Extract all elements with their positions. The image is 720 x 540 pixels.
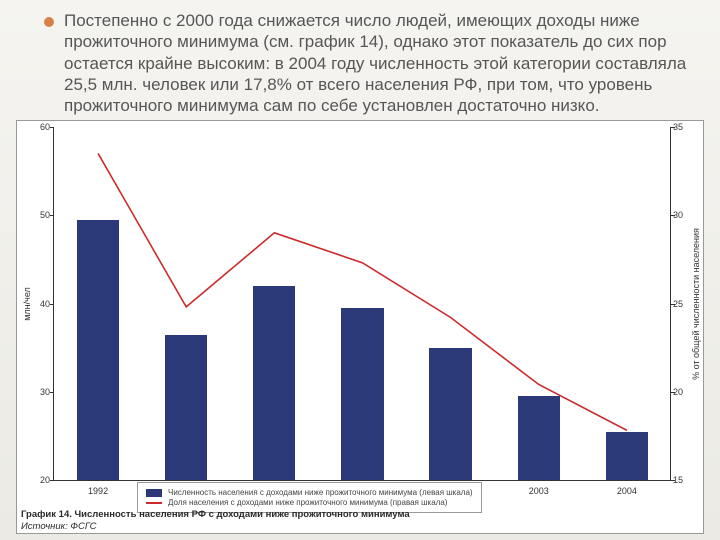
y-right-tick: 30: [673, 210, 691, 220]
y-right-tick: 15: [673, 475, 691, 485]
caption-source: Источник: ФСГС: [21, 521, 410, 533]
legend-line-swatch-icon: [146, 502, 162, 504]
slide: Постепенно с 2000 года снижается число л…: [0, 0, 720, 540]
bullet-dot-icon: [44, 17, 54, 27]
chart-caption: График 14. Численность населения РФ с до…: [19, 505, 412, 535]
y-left-tick: 40: [32, 299, 50, 309]
y-right-tick: 25: [673, 299, 691, 309]
bullet-item: Постепенно с 2000 года снижается число л…: [44, 10, 694, 116]
x-tick-label: 2003: [529, 486, 549, 496]
y-left-tick: 60: [32, 122, 50, 132]
bullet-text: Постепенно с 2000 года снижается число л…: [64, 10, 694, 116]
y-right-tick: 35: [673, 122, 691, 132]
y-left-tick: 30: [32, 387, 50, 397]
bar: [429, 348, 471, 480]
legend-bar-label: Численность населения с доходами ниже пр…: [168, 488, 473, 497]
bar: [77, 220, 119, 480]
bar: [606, 432, 648, 481]
y-right-tick: 20: [673, 387, 691, 397]
x-tick-label: 1992: [88, 486, 108, 496]
bar: [341, 308, 383, 480]
caption-title: График 14. Численность населения РФ с до…: [21, 509, 410, 521]
x-tick-label: 2004: [617, 486, 637, 496]
y-axis-right-label: % от общей численности населения: [691, 228, 701, 380]
y-left-tick: 50: [32, 210, 50, 220]
y-left-tick: 20: [32, 475, 50, 485]
bar: [253, 286, 295, 480]
bar: [518, 396, 560, 480]
chart-container: млн/чел % от общей численности населения…: [16, 120, 704, 534]
y-axis-left-label: млн/чел: [22, 287, 32, 321]
legend-bar-swatch-icon: [146, 489, 162, 497]
legend-bar-row: Численность населения с доходами ниже пр…: [146, 488, 473, 497]
bar: [165, 335, 207, 481]
plot-area: млн/чел % от общей численности населения…: [53, 127, 671, 481]
